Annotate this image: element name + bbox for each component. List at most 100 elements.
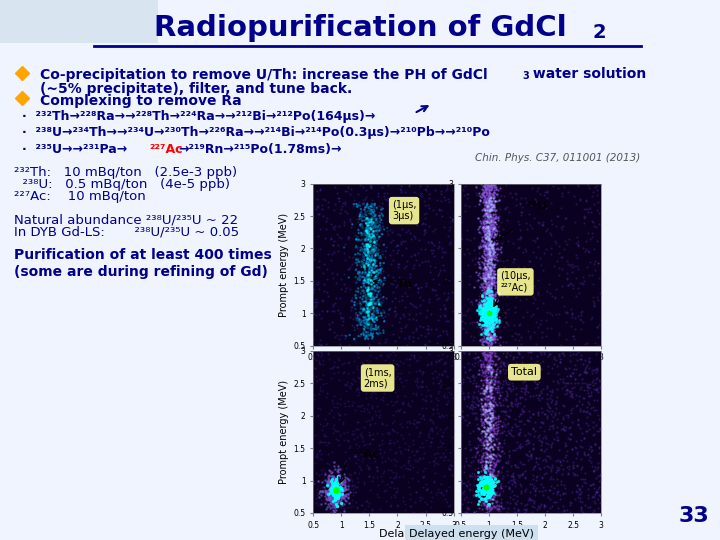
- Point: [480, 305, 491, 314]
- Point: [559, 484, 570, 492]
- Point: [508, 477, 519, 486]
- Point: [478, 261, 490, 270]
- Point: [367, 387, 379, 396]
- Point: [372, 240, 383, 249]
- Point: [439, 452, 451, 461]
- Point: [485, 308, 496, 317]
- Point: [364, 252, 375, 261]
- Point: [477, 206, 488, 215]
- Point: [477, 235, 488, 244]
- Point: [432, 484, 444, 493]
- Point: [477, 418, 488, 427]
- Point: [460, 454, 472, 462]
- Point: [476, 472, 487, 481]
- Point: [376, 419, 387, 428]
- Point: [484, 420, 495, 429]
- Point: [482, 294, 493, 303]
- Point: [483, 361, 495, 369]
- Point: [483, 299, 495, 307]
- Point: [486, 220, 498, 229]
- Point: [479, 349, 490, 358]
- Point: [485, 271, 496, 280]
- Point: [505, 347, 516, 355]
- Point: [482, 486, 493, 495]
- Point: [367, 304, 379, 313]
- Point: [373, 232, 384, 241]
- Point: [545, 199, 557, 207]
- Point: [323, 478, 334, 487]
- Point: [486, 335, 498, 343]
- Point: [481, 433, 492, 442]
- Point: [473, 397, 485, 406]
- Point: [487, 310, 498, 319]
- Point: [468, 376, 480, 384]
- Point: [484, 182, 495, 191]
- Point: [368, 259, 379, 268]
- Point: [519, 371, 531, 380]
- Point: [437, 427, 449, 436]
- Point: [365, 314, 377, 322]
- Point: [418, 449, 430, 457]
- Point: [487, 413, 498, 422]
- Point: [480, 278, 492, 287]
- Point: [426, 417, 438, 426]
- Point: [328, 489, 339, 498]
- Point: [408, 336, 419, 345]
- Point: [481, 381, 492, 389]
- Point: [560, 451, 572, 460]
- Point: [483, 330, 495, 339]
- Point: [490, 234, 502, 243]
- Point: [477, 434, 489, 443]
- Point: [348, 322, 360, 331]
- Point: [473, 497, 485, 505]
- Point: [476, 462, 487, 471]
- Point: [352, 287, 364, 296]
- Point: [376, 203, 387, 212]
- Point: [572, 481, 583, 489]
- Point: [585, 443, 596, 451]
- Point: [363, 204, 374, 212]
- Point: [427, 206, 438, 214]
- FancyBboxPatch shape: [0, 0, 158, 43]
- Point: [476, 415, 487, 423]
- Point: [481, 194, 492, 203]
- Point: [589, 489, 600, 498]
- Point: [480, 302, 492, 311]
- Point: [480, 193, 491, 201]
- Point: [330, 483, 341, 491]
- Point: [487, 308, 499, 316]
- Point: [484, 473, 495, 482]
- Point: [361, 294, 372, 303]
- Point: [531, 234, 542, 242]
- Point: [328, 237, 340, 246]
- Point: [478, 351, 490, 360]
- Point: [477, 402, 488, 410]
- Point: [339, 402, 351, 410]
- Point: [370, 280, 382, 289]
- Point: [426, 427, 438, 435]
- Point: [573, 370, 585, 379]
- Point: [329, 479, 341, 488]
- Point: [362, 249, 374, 258]
- Point: [361, 306, 372, 314]
- Point: [438, 380, 450, 389]
- Point: [384, 251, 395, 260]
- Point: [481, 493, 492, 502]
- Point: [364, 330, 376, 339]
- Point: [366, 290, 378, 299]
- Point: [483, 245, 495, 253]
- Point: [486, 470, 498, 478]
- Point: [480, 407, 491, 416]
- Point: [477, 291, 488, 299]
- Point: [489, 497, 500, 506]
- Point: [485, 410, 496, 419]
- Point: [478, 227, 490, 236]
- Point: [481, 491, 492, 500]
- Point: [499, 422, 510, 430]
- Point: [361, 227, 372, 236]
- Point: [510, 481, 521, 490]
- Point: [356, 230, 368, 238]
- Point: [484, 317, 495, 326]
- Point: [490, 190, 502, 199]
- Point: [539, 410, 550, 418]
